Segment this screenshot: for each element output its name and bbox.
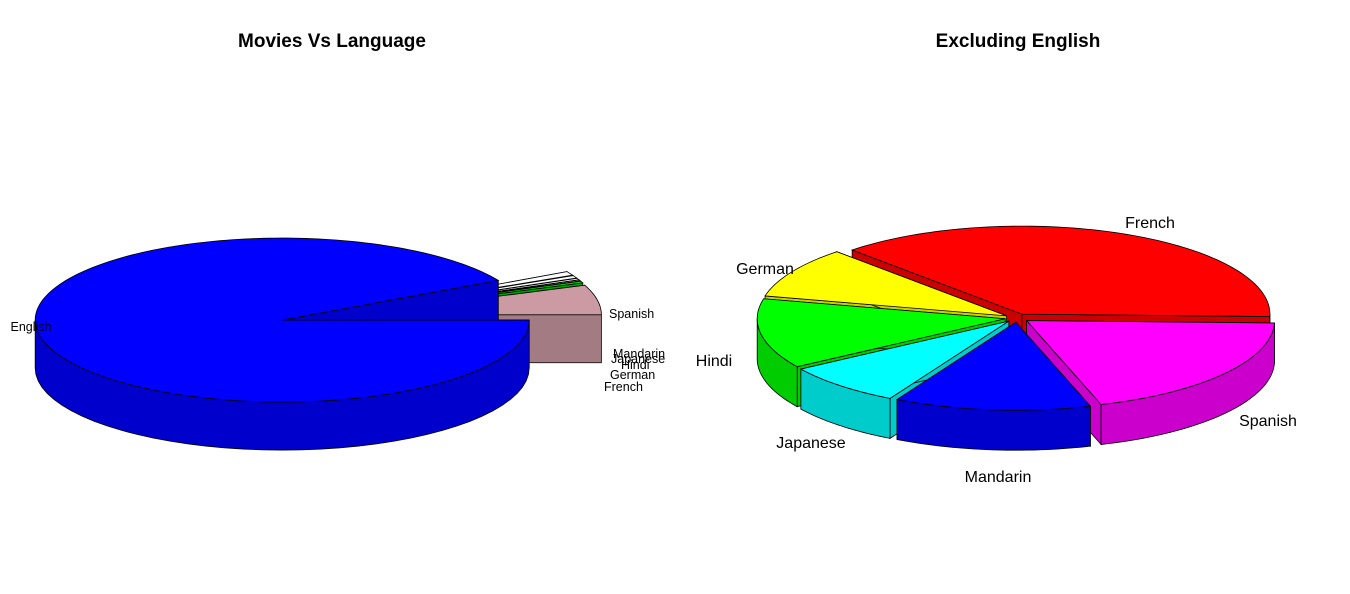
label-french: French [604,380,643,394]
label-japanese: Japanese [776,435,845,452]
label-spanish: Spanish [1239,413,1297,430]
chart-title-movies-vs-language: Movies Vs Language [238,31,426,52]
label-hindi: Hindi [696,353,732,370]
label-hindi: Hindi [621,358,650,372]
label-english: English [11,320,52,334]
label-german: German [736,261,794,278]
label-spanish: Spanish [609,307,654,321]
slice-mandarin [895,321,1092,451]
pie-chart-movies-vs-language: English Spanish MandarinJapaneseHindiGerma… [11,237,665,451]
label-mandarin: Mandarin [613,347,665,361]
label-german: German [610,368,655,382]
slice-english [34,237,530,451]
label-mandarin: Mandarin [965,469,1032,486]
pie-chart-excluding-english: French Spanish Mandarin Japanese Hindi German [696,215,1297,486]
label-french: French [1125,215,1175,232]
label-japanese: Japanese [611,352,665,366]
chart-title-excluding-english: Excluding English [936,31,1101,52]
